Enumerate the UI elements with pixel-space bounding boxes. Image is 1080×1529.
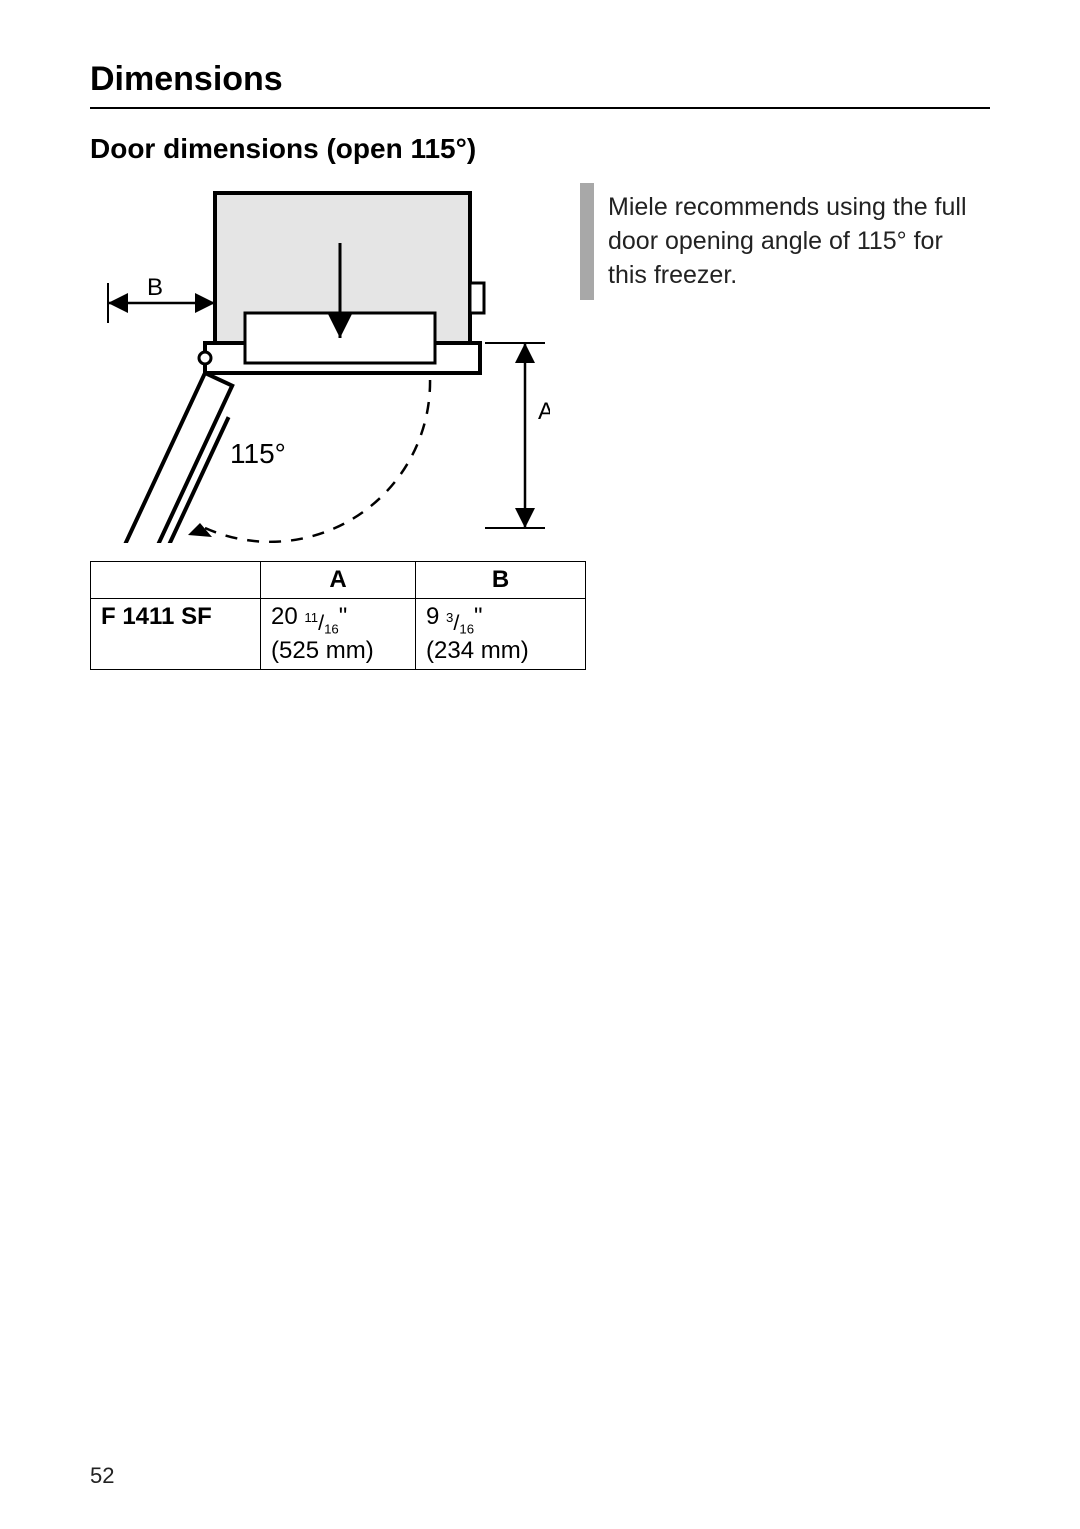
table-header-row: A B bbox=[91, 562, 586, 599]
header-rule bbox=[90, 107, 990, 109]
recommendation-callout: Miele recommends using the full door ope… bbox=[580, 183, 990, 300]
page-title: Dimensions bbox=[90, 60, 990, 107]
col-header-blank bbox=[91, 562, 261, 599]
dimensions-table: A B F 1411 SF 20 11/16" (525 mm) 9 3/16"… bbox=[90, 561, 586, 670]
col-header-b: B bbox=[416, 562, 586, 599]
door-dimensions-diagram: 115° B A bbox=[90, 183, 550, 543]
table-row: F 1411 SF 20 11/16" (525 mm) 9 3/16" (23… bbox=[91, 599, 586, 670]
model-cell: F 1411 SF bbox=[91, 599, 261, 670]
callout-text: Miele recommends using the full door ope… bbox=[608, 193, 967, 289]
dim-a-cell: 20 11/16" (525 mm) bbox=[261, 599, 416, 670]
col-header-a: A bbox=[261, 562, 416, 599]
diagram-angle-label: 115° bbox=[230, 438, 286, 469]
dim-b-cell: 9 3/16" (234 mm) bbox=[416, 599, 586, 670]
page-number: 52 bbox=[90, 1463, 114, 1489]
section-subheading: Door dimensions (open 115°) bbox=[90, 133, 990, 165]
diagram-label-b: B bbox=[147, 274, 163, 301]
diagram-label-a: A bbox=[538, 398, 550, 425]
